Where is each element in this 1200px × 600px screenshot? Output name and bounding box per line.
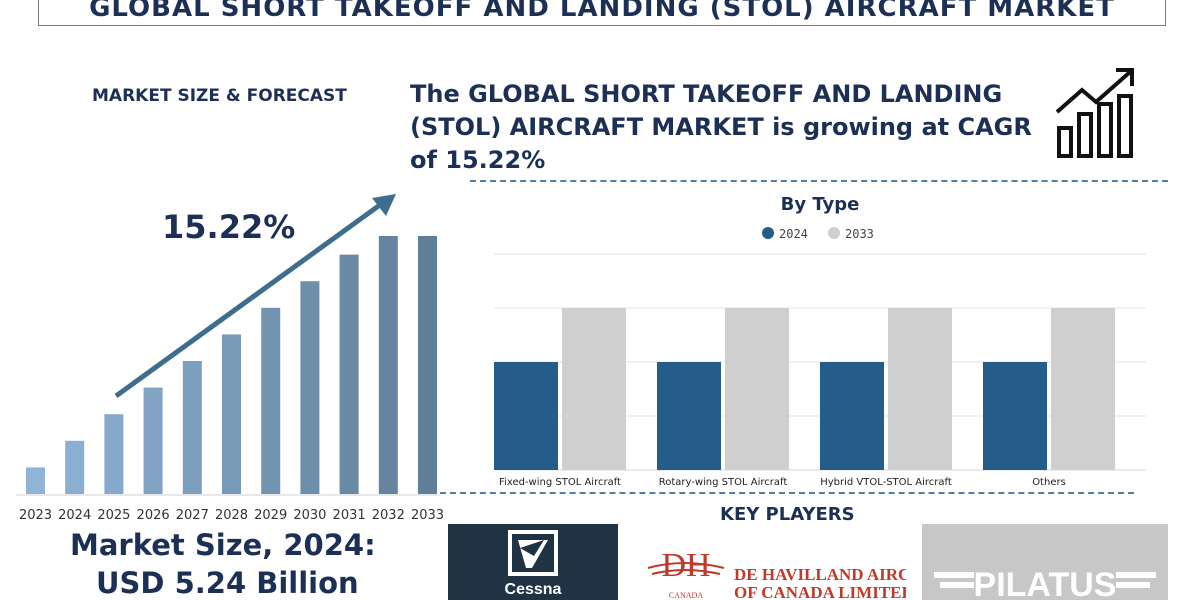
pilatus-logo-text: PILATUS [974, 566, 1117, 600]
market-size-label: Market Size, 2024: [70, 528, 376, 562]
legend-label: 2024 [779, 227, 808, 241]
forecast-tick-label: 2030 [293, 508, 326, 523]
forecast-bar [300, 281, 320, 494]
forecast-bar [339, 254, 359, 494]
type-bar [820, 362, 884, 470]
type-bar [562, 308, 626, 470]
divider [470, 180, 1168, 182]
de-havilland-name-line1: DE HAVILLAND AIRCRAFT [734, 565, 906, 584]
type-bar [494, 362, 558, 470]
de-havilland-name-line2: OF CANADA LIMITED [734, 583, 906, 600]
headline: The GLOBAL SHORT TAKEOFF AND LANDING (ST… [410, 80, 1032, 174]
forecast-tick-label: 2024 [58, 508, 91, 523]
divider [440, 492, 1134, 494]
legend-marker [762, 227, 774, 239]
forecast-tick-label: 2023 [19, 508, 52, 523]
growth-chart-icon [1055, 68, 1134, 158]
forecast-tick-label: 2033 [411, 508, 444, 523]
chart-title: By Type [781, 194, 860, 215]
legend-label: 2033 [845, 227, 874, 241]
forecast-bar [378, 236, 398, 494]
growth-arrow [114, 199, 386, 399]
growth-arrowhead [372, 194, 396, 216]
de-havilland-mark: DH [661, 547, 710, 584]
forecast-bar [261, 307, 281, 494]
forecast-tick-label: 2028 [215, 508, 248, 523]
by-type-chart: By Type 2024 2033 Fixed-wing STOL Aircraft R… [494, 194, 1146, 488]
key-players-label: KEY PLAYERS [720, 504, 855, 525]
category-label: Hybrid VTOL-STOL Aircraft [820, 477, 952, 488]
section-label: MARKET SIZE & FORECAST [92, 86, 347, 106]
forecast-tick-label: 2025 [97, 508, 130, 523]
forecast-tick-label: 2029 [254, 508, 287, 523]
type-bar [983, 362, 1047, 470]
type-bar [1051, 308, 1115, 470]
title-banner: GLOBAL SHORT TAKEOFF AND LANDING (STOL) … [38, 0, 1166, 26]
forecast-bar [182, 361, 202, 494]
forecast-bar [222, 334, 241, 494]
pilatus-logo: PILATUS [922, 524, 1168, 600]
market-size-value: USD 5.24 Billion [96, 566, 359, 600]
type-bar [888, 308, 952, 470]
forecast-bar [104, 414, 124, 494]
page-title: GLOBAL SHORT TAKEOFF AND LANDING (STOL) … [89, 0, 1115, 23]
forecast-tick-label: 2032 [372, 508, 405, 523]
legend-marker [828, 227, 840, 239]
type-bar [657, 362, 721, 470]
forecast-tick-label: 2026 [137, 508, 170, 523]
category-label: Rotary-wing STOL Aircraft [659, 477, 788, 488]
forecast-bar [418, 236, 437, 494]
category-label: Fixed-wing STOL Aircraft [499, 477, 621, 488]
forecast-tick-label: 2027 [176, 508, 209, 523]
type-bar [725, 308, 789, 470]
category-label: Others [1032, 477, 1066, 488]
forecast-bar [143, 387, 163, 494]
de-havilland-mark-sub: CANADA [669, 591, 703, 600]
cagr-label: 15.22% [162, 208, 296, 246]
forecast-bar [65, 440, 85, 494]
forecast-tick-label: 2031 [333, 508, 366, 523]
de-havilland-logo: DH CANADA DE HAVILLAND AIRCRAFT OF CANAD… [644, 524, 906, 600]
cessna-logo: Cessna [448, 524, 618, 600]
forecast-bar [26, 467, 45, 494]
cessna-logo-text: Cessna [505, 581, 562, 598]
forecast-chart: 2023 2024 2025 2026 2027 2028 2029 2030 2031 2032… [16, 194, 444, 523]
